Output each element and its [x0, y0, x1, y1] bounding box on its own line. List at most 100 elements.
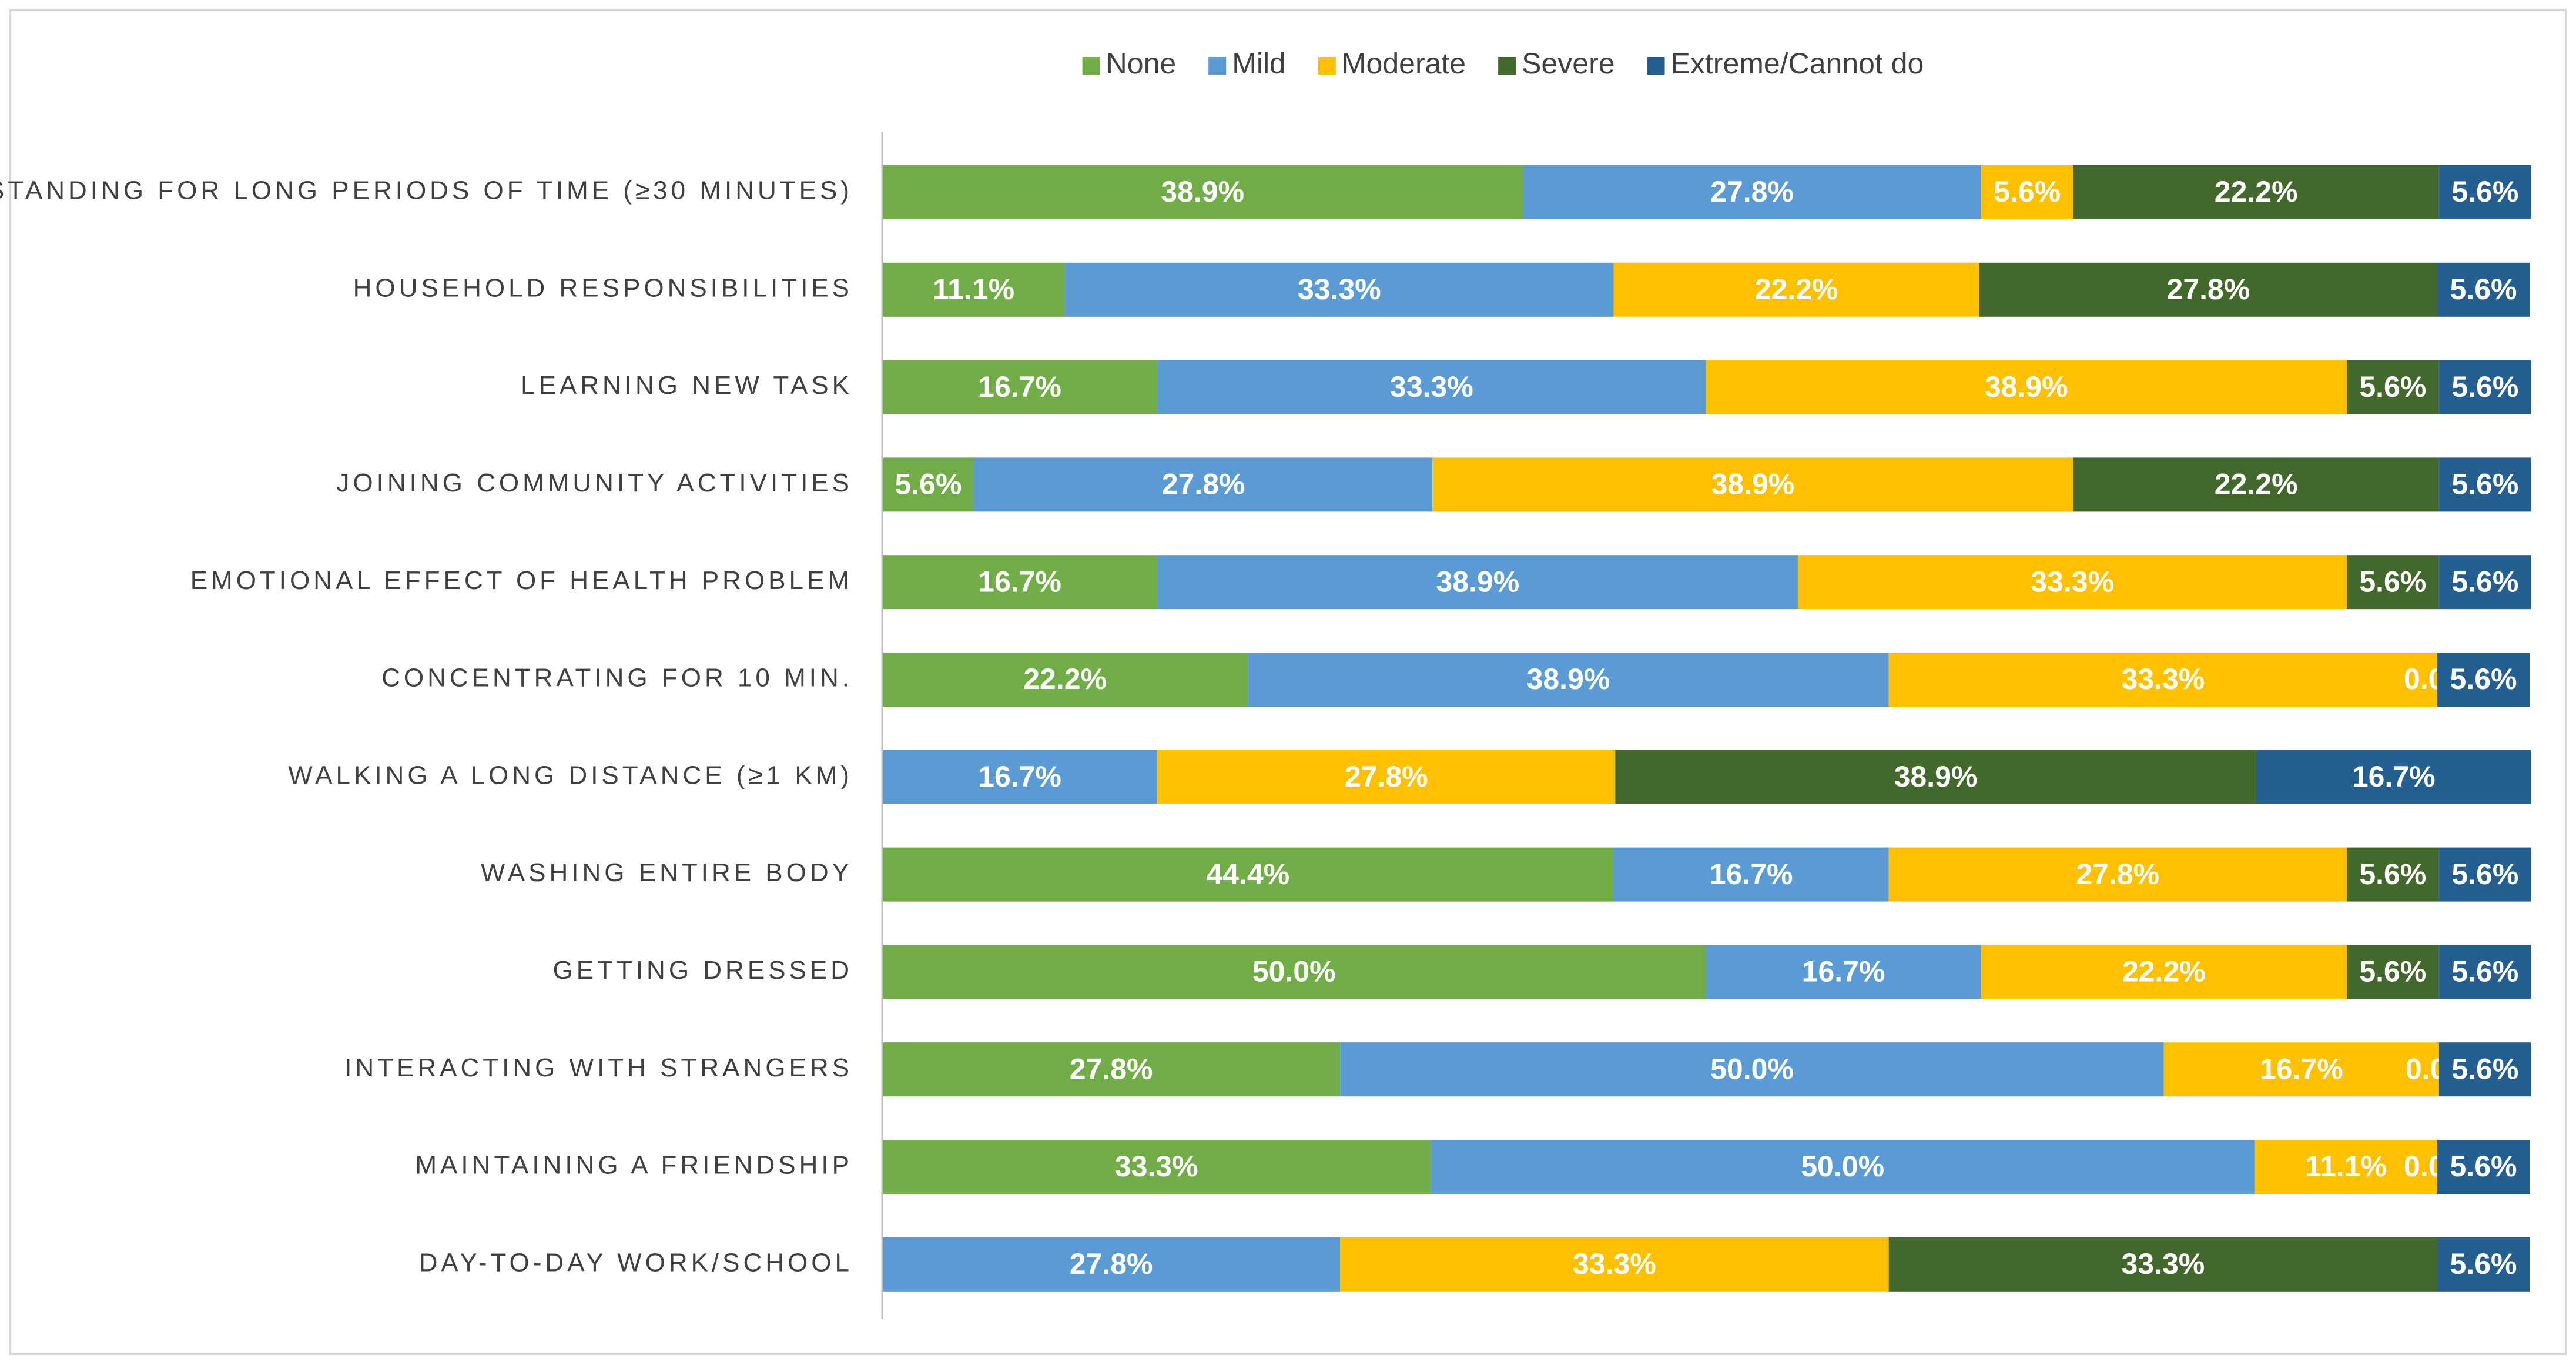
bar-segment	[882, 360, 1158, 414]
value-label: 22.2%	[1023, 663, 1107, 695]
value-label: 38.9%	[1161, 175, 1244, 208]
bar-segment	[2254, 1140, 2438, 1194]
value-label: 38.9%	[1894, 760, 1978, 793]
category-label: MAINTAINING A FRIENDSHIP	[415, 1151, 853, 1180]
category-label: CONCENTRATING FOR 10 MIN.	[381, 664, 853, 692]
legend-label: None	[1106, 47, 1177, 80]
value-label: 5.6%	[2451, 858, 2518, 891]
bar-segment	[2438, 847, 2531, 902]
value-label: 27.8%	[1710, 175, 1794, 208]
bar-segment	[1613, 847, 1889, 902]
category-label: WALKING A LONG DISTANCE (≥1 KM)	[288, 761, 853, 789]
value-label: 5.6%	[2450, 273, 2517, 306]
value-label: 22.2%	[1755, 273, 1838, 306]
legend-swatch	[1318, 57, 1336, 75]
bar-segment	[2438, 360, 2531, 414]
bar-segment	[1065, 262, 1614, 317]
bar-segment	[1888, 1237, 2438, 1292]
bar-segment	[974, 457, 1433, 512]
bar-segment	[1157, 360, 1706, 414]
value-label: 33.3%	[2121, 663, 2205, 695]
value-label: 5.6%	[2450, 1150, 2517, 1183]
value-label: 5.6%	[2359, 858, 2426, 891]
bar-segment	[882, 555, 1158, 610]
bar-segment	[882, 165, 1523, 219]
bar-segment	[1798, 555, 2347, 610]
value-label: 50.0%	[1252, 955, 1336, 988]
value-label: 16.7%	[2260, 1052, 2343, 1085]
bar-segment	[1888, 653, 2438, 707]
value-label: 5.6%	[895, 468, 962, 501]
value-label: 5.6%	[2451, 565, 2518, 598]
bar-segment	[2073, 165, 2439, 219]
bar-segment	[2437, 1237, 2530, 1292]
bar-segment	[882, 457, 974, 512]
bar-segment	[882, 1042, 1341, 1097]
bar-segment	[2437, 653, 2530, 707]
bar-segment	[1157, 555, 1798, 610]
bar-segment	[882, 262, 1066, 317]
bar-segment	[1340, 1042, 2164, 1097]
value-label: 16.7%	[978, 565, 1061, 598]
value-label: 27.8%	[1162, 468, 1245, 501]
bar-segment	[882, 945, 1706, 999]
value-label: 27.8%	[2076, 858, 2159, 891]
value-label: 50.0%	[1710, 1052, 1794, 1085]
bar-segment	[1981, 945, 2347, 999]
value-label: 33.3%	[1573, 1247, 1656, 1280]
value-label: 5.6%	[1994, 175, 2061, 208]
bar-segment	[2346, 945, 2439, 999]
value-label: 5.6%	[2451, 370, 2518, 403]
value-label: 16.7%	[1802, 955, 1885, 988]
bar-segment	[1888, 847, 2347, 902]
bar-segment	[2438, 945, 2531, 999]
value-label: 33.3%	[2121, 1247, 2205, 1280]
bar-segment	[1248, 653, 1889, 707]
value-label: 5.6%	[2359, 370, 2426, 403]
value-label: 5.6%	[2450, 663, 2517, 695]
category-label: DAY-TO-DAY WORK/SCHOOL	[419, 1248, 853, 1277]
bar-segment	[1340, 1237, 1889, 1292]
bar-segment	[2438, 1042, 2531, 1097]
bar-segment	[2073, 457, 2439, 512]
value-label: 27.8%	[1070, 1247, 1153, 1280]
value-label: 50.0%	[1801, 1150, 1884, 1183]
value-label: 11.1%	[933, 273, 1014, 306]
value-label: 5.6%	[2450, 1247, 2517, 1280]
value-label: 22.2%	[2215, 468, 2298, 501]
value-label: 38.9%	[1436, 565, 1519, 598]
bar-segment	[2438, 555, 2531, 610]
value-label: 5.6%	[2451, 1052, 2518, 1085]
value-label: 11.1%	[2305, 1150, 2387, 1183]
bar-segment	[882, 847, 1614, 902]
legend-swatch	[1208, 57, 1227, 75]
value-label: 5.6%	[2359, 955, 2426, 988]
value-label: 44.4%	[1206, 858, 1289, 891]
bar-segment	[1706, 360, 2347, 414]
legend-swatch	[1647, 57, 1665, 75]
value-label: 27.8%	[1345, 760, 1428, 793]
category-label: HOUSEHOLD RESPONSIBILITIES	[353, 273, 853, 302]
value-label: 38.9%	[1527, 663, 1610, 695]
category-label: EMOTIONAL EFFECT OF HEALTH PROBLEM	[190, 566, 853, 595]
bar-segment	[882, 653, 1248, 707]
category-label: STANDING FOR LONG PERIODS OF TIME (≥30 M…	[0, 176, 853, 205]
bar-segment	[882, 1140, 1431, 1194]
bar-segment	[2346, 360, 2439, 414]
bar-segment	[2163, 1042, 2439, 1097]
legend: None Mild Moderate Severe Extreme/Cannot do	[1082, 47, 1924, 80]
category-label: INTERACTING WITH STRANGERS	[344, 1053, 853, 1082]
bar-segment	[2438, 165, 2531, 219]
legend-label: Moderate	[1342, 47, 1466, 80]
category-label: LEARNING NEW TASK	[521, 371, 853, 400]
bar-segment	[2437, 262, 2530, 317]
value-label: 16.7%	[2352, 760, 2436, 793]
bar-segment	[1615, 750, 2256, 804]
category-label: JOINING COMMUNITY ACTIVITIES	[336, 469, 853, 497]
value-label: 27.8%	[2167, 273, 2250, 306]
bar-segment	[1432, 457, 2073, 512]
bar-segment	[1613, 262, 1979, 317]
value-label: 33.3%	[1298, 273, 1381, 306]
value-label: 16.7%	[978, 370, 1061, 403]
bar-segment	[882, 1237, 1341, 1292]
